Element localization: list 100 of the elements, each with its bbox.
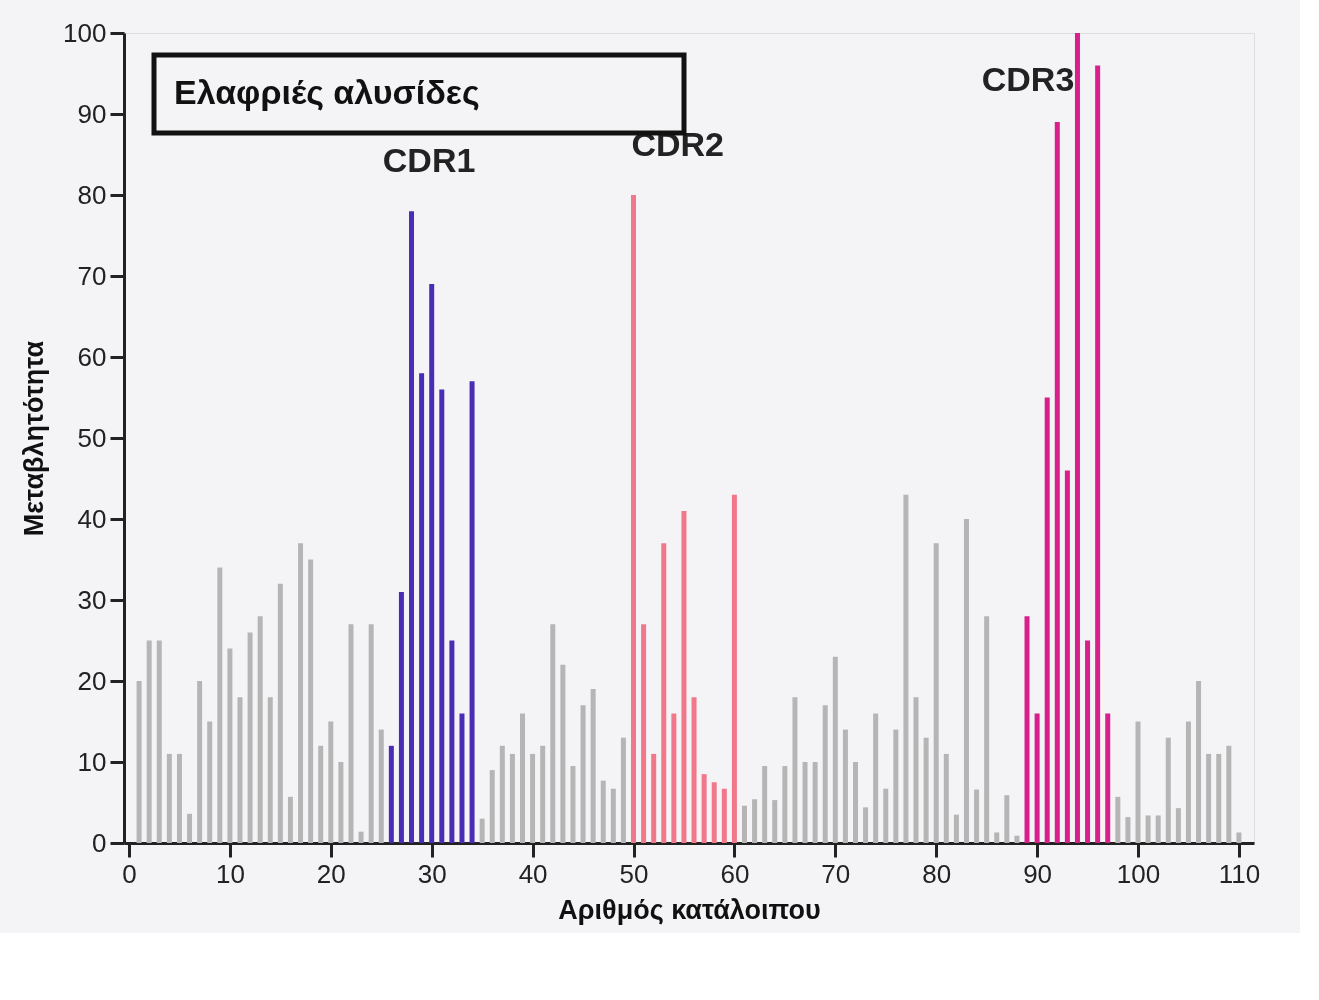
bar xyxy=(641,624,647,843)
x-tick-label: 20 xyxy=(316,858,346,889)
bar xyxy=(671,713,677,843)
bar xyxy=(499,745,505,843)
bar xyxy=(711,782,717,843)
bar xyxy=(570,766,576,843)
bar xyxy=(1024,616,1030,843)
bar xyxy=(590,689,596,843)
bar xyxy=(812,762,818,843)
bar xyxy=(247,632,253,843)
y-tick-label: 60 xyxy=(77,341,107,372)
bar xyxy=(1185,721,1191,843)
bar xyxy=(398,591,404,843)
bar xyxy=(207,721,213,843)
bar xyxy=(388,745,394,843)
bar xyxy=(479,818,485,843)
bar xyxy=(691,697,697,843)
x-tick-label: 60 xyxy=(720,858,750,889)
bar xyxy=(469,381,475,843)
bar xyxy=(1125,817,1131,843)
bar xyxy=(1135,721,1141,843)
bar xyxy=(1054,122,1060,843)
y-tick-label: 100 xyxy=(63,17,107,48)
annotation: CDR1 xyxy=(382,140,476,179)
bar xyxy=(550,624,556,843)
bar xyxy=(1014,835,1020,843)
bar xyxy=(166,753,172,843)
bar xyxy=(530,753,536,843)
bar xyxy=(1165,737,1171,843)
bar xyxy=(762,766,768,843)
bar xyxy=(1206,753,1212,843)
bar xyxy=(459,713,465,843)
bar xyxy=(802,762,808,843)
bar xyxy=(933,543,939,843)
bar xyxy=(419,373,425,843)
x-tick-label: 0 xyxy=(122,858,137,889)
bar xyxy=(1115,796,1121,843)
bar xyxy=(903,494,909,843)
bar xyxy=(358,831,364,843)
x-tick-label: 50 xyxy=(619,858,649,889)
bar xyxy=(994,832,1000,843)
bar xyxy=(873,713,879,843)
bar xyxy=(338,762,344,843)
bar xyxy=(893,729,899,843)
bar xyxy=(600,780,606,843)
x-axis-title: Αριθμός κατάλοιπου xyxy=(558,894,821,925)
bar xyxy=(1004,795,1010,843)
bar xyxy=(1085,640,1091,843)
bar xyxy=(651,753,657,843)
bar xyxy=(1236,832,1242,843)
bar xyxy=(822,705,828,843)
bar xyxy=(1105,713,1111,843)
bar xyxy=(267,697,273,843)
y-tick-label: 40 xyxy=(77,503,107,534)
bar xyxy=(560,664,566,843)
x-tick-label: 110 xyxy=(1218,858,1261,889)
bar xyxy=(136,681,142,843)
bar xyxy=(1034,713,1040,843)
bar xyxy=(298,543,304,843)
bar xyxy=(217,567,223,843)
bar xyxy=(1064,470,1070,843)
x-tick-label: 90 xyxy=(1023,858,1053,889)
bar xyxy=(156,640,162,843)
bar xyxy=(287,796,293,843)
bar xyxy=(318,745,324,843)
y-tick-label: 30 xyxy=(77,584,107,615)
bar xyxy=(863,807,869,843)
bar xyxy=(883,788,889,843)
bar xyxy=(1196,681,1202,843)
x-tick-label: 80 xyxy=(922,858,952,889)
bar xyxy=(509,753,515,843)
bar xyxy=(620,737,626,843)
bar xyxy=(187,813,193,843)
bar xyxy=(943,753,949,843)
y-tick-label: 70 xyxy=(77,260,107,291)
bar xyxy=(782,766,788,843)
bar xyxy=(227,648,233,843)
y-tick-label: 50 xyxy=(77,422,107,453)
bar xyxy=(257,616,263,843)
bar xyxy=(792,697,798,843)
bar xyxy=(1226,745,1232,843)
bar xyxy=(852,762,858,843)
bar xyxy=(923,737,929,843)
bar xyxy=(963,519,969,843)
y-tick-label: 0 xyxy=(92,827,107,858)
bar xyxy=(701,774,707,843)
x-tick-label: 100 xyxy=(1116,858,1161,889)
bar xyxy=(277,583,283,843)
bar xyxy=(1175,808,1181,843)
bar xyxy=(661,543,667,843)
bar xyxy=(237,697,243,843)
bar xyxy=(176,753,182,843)
bar xyxy=(146,640,152,843)
bar xyxy=(772,800,778,843)
bar xyxy=(429,284,435,843)
bar xyxy=(1095,65,1101,843)
bar xyxy=(631,195,636,843)
y-tick-label: 10 xyxy=(77,746,107,777)
bar xyxy=(752,799,758,843)
bar xyxy=(1074,33,1080,843)
